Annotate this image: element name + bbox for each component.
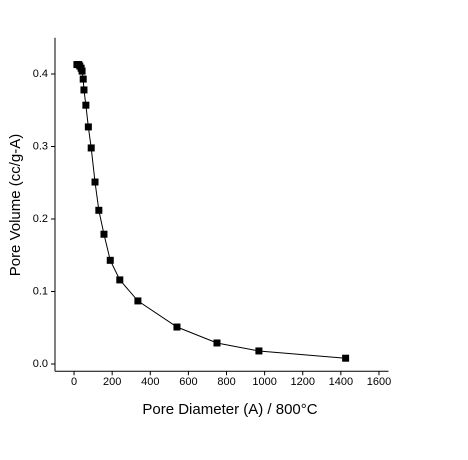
data-point — [255, 347, 263, 355]
y-tick-label: 0.3 — [33, 140, 48, 152]
data-point — [134, 297, 142, 305]
y-axis-title: Pore Volume (cc/g-A) — [7, 134, 24, 277]
data-point — [213, 339, 221, 347]
data-point — [173, 323, 181, 331]
data-point — [95, 206, 103, 214]
data-point — [84, 123, 92, 131]
data-point — [78, 67, 86, 75]
data-point — [100, 230, 108, 238]
x-tick-label: 600 — [179, 376, 197, 388]
x-tick-label: 1200 — [291, 376, 315, 388]
data-point — [80, 86, 88, 94]
x-tick-label: 1600 — [367, 376, 391, 388]
y-tick-label: 0.2 — [33, 213, 48, 225]
data-point — [106, 256, 114, 264]
x-tick-label: 0 — [71, 376, 77, 388]
x-tick-label: 400 — [141, 376, 159, 388]
x-tick-label: 1400 — [329, 376, 353, 388]
x-tick-label: 1000 — [252, 376, 276, 388]
data-point — [91, 178, 99, 186]
y-tick-label: 0.0 — [33, 358, 48, 370]
data-point — [82, 101, 90, 109]
data-point — [116, 276, 124, 284]
data-point — [87, 144, 95, 152]
y-tick-label: 0.4 — [33, 68, 48, 80]
data-point — [79, 75, 87, 83]
x-axis-title: Pore Diameter (A) / 800°C — [142, 401, 317, 418]
data-point — [342, 354, 350, 362]
x-tick-label: 800 — [217, 376, 235, 388]
x-tick-label: 200 — [103, 376, 121, 388]
data-line — [76, 64, 346, 359]
y-tick-label: 0.1 — [33, 285, 48, 297]
